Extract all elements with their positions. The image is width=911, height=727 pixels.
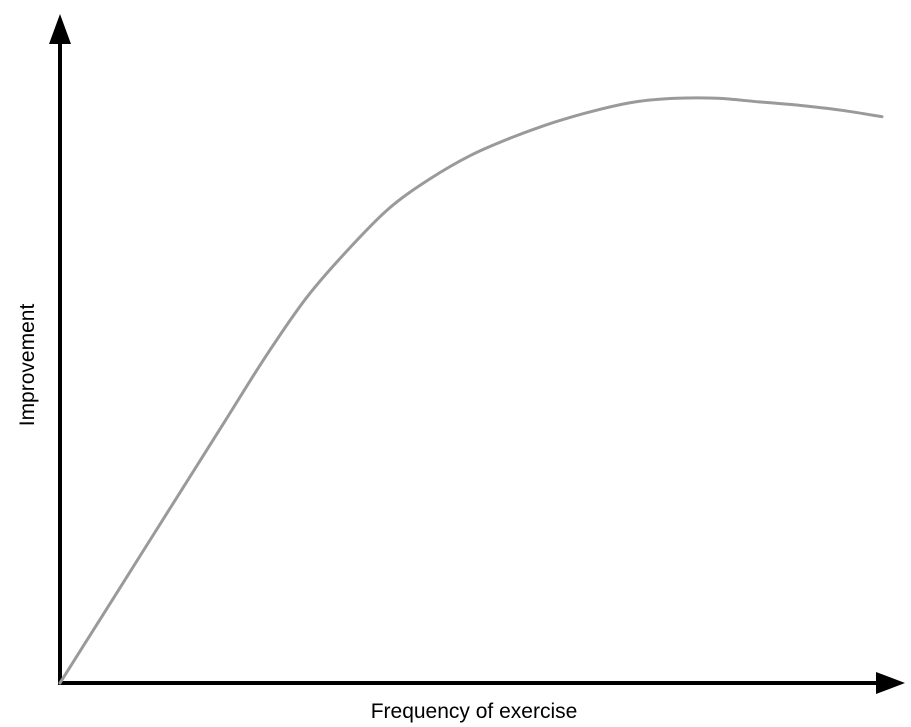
series-layer — [58, 96, 884, 685]
x-axis-arrow-icon — [876, 672, 905, 694]
y-axis-arrow-icon — [49, 14, 71, 44]
series-line-0 — [58, 96, 884, 685]
y-axis-label: Improvement — [16, 304, 39, 427]
y-axis — [49, 14, 71, 683]
x-axis — [58, 672, 905, 694]
x-axis-label: Frequency of exercise — [371, 700, 578, 723]
